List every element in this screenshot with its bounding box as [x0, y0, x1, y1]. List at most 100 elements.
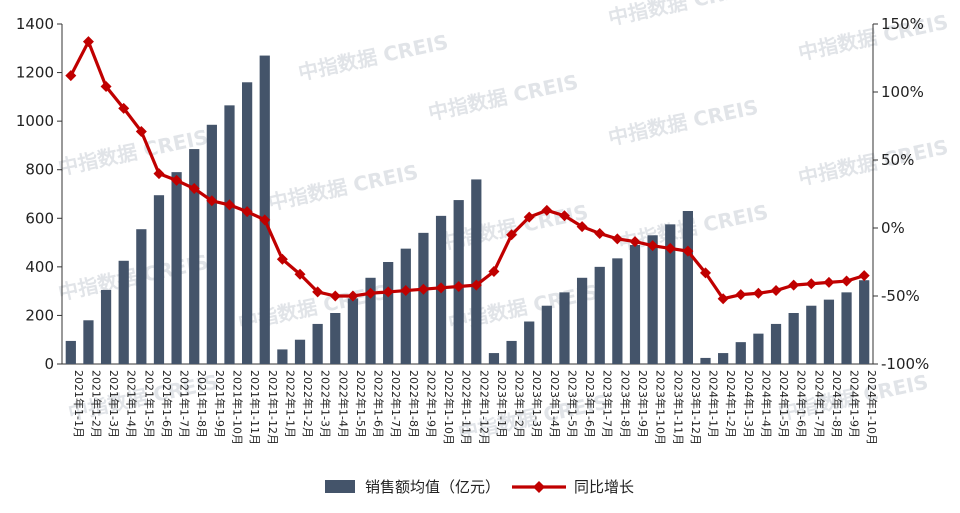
- line-point: [417, 283, 429, 295]
- x-tick-label: 2024年1-7月: [812, 370, 826, 438]
- bar: [294, 339, 306, 364]
- bar: [418, 232, 429, 364]
- bar: [541, 305, 552, 364]
- bar: [665, 224, 676, 364]
- line-point: [647, 240, 659, 252]
- bar: [506, 340, 517, 364]
- line-point: [453, 280, 465, 292]
- line-point: [664, 242, 676, 254]
- bar: [576, 277, 588, 364]
- bar: [806, 305, 817, 364]
- line-point: [188, 183, 200, 195]
- bar: [83, 320, 94, 364]
- x-tick-label: 2024年1-10月: [865, 370, 879, 445]
- x-tick-label: 2021年1-7月: [178, 370, 192, 438]
- line-point: [259, 214, 271, 226]
- bar: [629, 245, 641, 364]
- x-tick-label: 2022年1-12月: [477, 370, 491, 445]
- line-point: [700, 267, 712, 279]
- bar: [524, 321, 535, 364]
- line-point: [858, 270, 870, 282]
- line-point: [470, 279, 482, 291]
- x-tick-label: 2024年1-2月: [724, 370, 738, 438]
- x-tick-label: 2022年1-10月: [442, 370, 456, 445]
- line-point: [541, 204, 553, 216]
- line-point: [400, 285, 412, 297]
- bar: [259, 55, 270, 364]
- line-series: [65, 36, 870, 305]
- line-point: [382, 286, 394, 298]
- legend-line-label: 同比增长: [574, 478, 634, 496]
- left-axis-tick-label: 1400: [16, 15, 54, 33]
- x-tick-label: 2023年1-4月: [548, 370, 562, 438]
- bar: [488, 353, 500, 364]
- bar: [383, 262, 394, 364]
- bar: [277, 349, 288, 364]
- bar: [206, 124, 217, 365]
- bar: [823, 299, 835, 364]
- right-axis-tick-label: -100%: [881, 355, 929, 373]
- line-point: [752, 287, 764, 299]
- line-point: [770, 285, 782, 297]
- line-point: [841, 275, 853, 287]
- x-tick-label: 2023年1-11月: [671, 370, 685, 445]
- bar: [718, 353, 729, 364]
- line-point: [294, 268, 306, 280]
- x-tick-label: 2022年1-7月: [389, 370, 403, 438]
- left-axis-tick-label: 1000: [16, 112, 54, 130]
- bar: [471, 179, 482, 364]
- line-point: [223, 199, 235, 211]
- x-tick-label: 2024年1-4月: [759, 370, 773, 438]
- x-tick-label: 2023年1-6月: [583, 370, 597, 438]
- left-axis-tick-label: 800: [25, 161, 54, 179]
- axes: 0 200 400 600 800 1000 1200 1400 -100% -50% 0% 50% 1…: [16, 15, 929, 373]
- legend-bar-swatch: [325, 480, 355, 493]
- x-tick-label: 2021年1-5月: [142, 370, 156, 438]
- bar: [189, 149, 200, 364]
- x-tick-label: 2021年1-12月: [266, 370, 280, 445]
- line-point: [100, 81, 112, 93]
- x-tick-label: 2022年1-5月: [354, 370, 368, 438]
- line-point: [329, 290, 341, 302]
- bar: [753, 333, 764, 364]
- x-tick-label: 2022年1-1月: [283, 370, 297, 438]
- bar: [859, 280, 870, 364]
- x-tick-label: 2022年1-3月: [319, 370, 333, 438]
- line-point: [118, 102, 130, 114]
- x-tick-label: 2021年1-9月: [213, 370, 227, 438]
- left-axis-tick-label: 200: [25, 306, 54, 324]
- bar: [347, 298, 359, 364]
- legend-bar-label: 销售额均值（亿元）: [365, 478, 500, 496]
- left-axis-tick-label: 1200: [16, 64, 54, 82]
- bar: [153, 195, 165, 364]
- bar: [682, 211, 693, 364]
- x-tick-label: 2021年1-8月: [195, 370, 209, 438]
- right-axis-tick-label: 100%: [881, 83, 924, 101]
- right-axis-tick-label: 50%: [881, 151, 914, 169]
- bar: [735, 342, 746, 364]
- bar: [224, 105, 235, 364]
- line-point: [82, 36, 94, 48]
- watermark: 中指数据 CREIS: [56, 250, 210, 305]
- right-axis-tick-label: 150%: [881, 15, 924, 33]
- growth-line: [69, 40, 865, 301]
- line-point: [488, 266, 500, 278]
- line-point: [135, 125, 147, 137]
- line-point: [312, 286, 324, 298]
- line-point: [171, 174, 183, 186]
- bar: [118, 260, 129, 364]
- watermark: 中指数据 CREIS: [266, 160, 420, 215]
- bar: [612, 258, 623, 364]
- line-point: [506, 229, 518, 241]
- x-tick-labels: 2021年1-1月 2021年1-2月 2021年1-3月 2021年1-4月 2021…: [72, 370, 879, 445]
- x-tick-label: 2021年1-4月: [125, 370, 139, 438]
- bar: [171, 172, 182, 364]
- line-point: [206, 195, 218, 207]
- x-tick-label: 2023年1-1月: [495, 370, 509, 438]
- x-tick-label: 2022年1-11月: [460, 370, 474, 445]
- x-tick-label: 2024年1-1月: [707, 370, 721, 438]
- bar: [700, 357, 711, 364]
- legend-line-marker: [533, 481, 545, 493]
- watermark: 中指数据 CREIS: [56, 125, 210, 180]
